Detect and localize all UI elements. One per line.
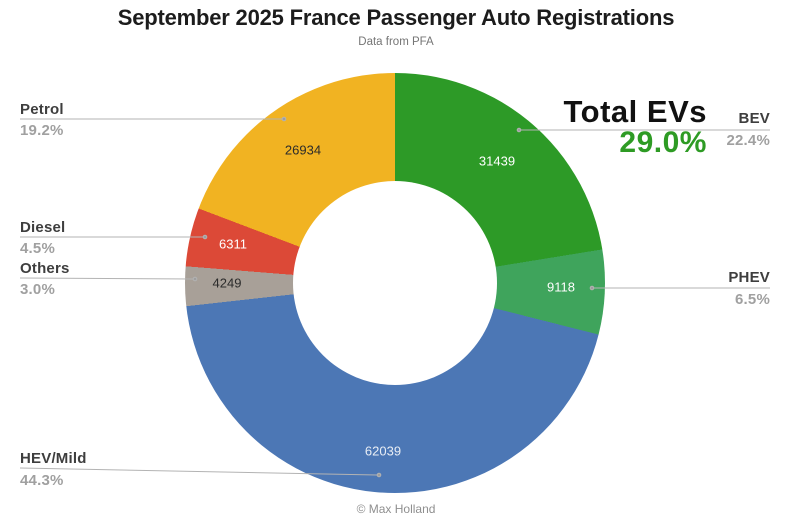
- segment-value-diesel: 6311: [219, 236, 247, 252]
- donut-hole: [293, 181, 497, 385]
- segment-value-bev: 31439: [478, 153, 516, 169]
- segment-value-phev: 9118: [547, 279, 575, 295]
- segment-value-hev-mild: 62039: [364, 443, 402, 459]
- copyright-credit: © Max Holland: [356, 502, 436, 516]
- callout-hev-mild-pct: 44.3%: [20, 472, 64, 489]
- chart-title: September 2025 France Passenger Auto Reg…: [117, 5, 675, 30]
- callout-hev-mild: HEV/Mild 44.3%: [20, 450, 87, 490]
- callout-diesel-label: Diesel: [20, 219, 66, 236]
- callout-hev-mild-label: HEV/Mild: [20, 450, 87, 467]
- callout-phev-pct: 6.5%: [735, 291, 770, 308]
- callout-bev-label: BEV: [738, 110, 770, 127]
- callout-others-pct: 3.0%: [20, 281, 55, 298]
- total-evs-pct: 29.0%: [619, 126, 707, 159]
- callout-bev: BEV 22.4%: [726, 110, 770, 150]
- callout-others: Others 3.0%: [20, 260, 70, 299]
- callout-phev-label: PHEV: [728, 269, 770, 286]
- callout-petrol: Petrol 19.2%: [20, 101, 64, 140]
- total-evs-label: Total EVs: [563, 94, 707, 129]
- callout-diesel: Diesel 4.5%: [20, 219, 65, 258]
- callout-petrol-pct: 19.2%: [20, 122, 64, 139]
- segment-value-others: 4249: [212, 275, 242, 291]
- callout-diesel-pct: 4.5%: [20, 240, 55, 257]
- segment-value-petrol: 26934: [284, 142, 322, 158]
- chart-subtitle: Data from PFA: [358, 36, 434, 48]
- callout-petrol-label: Petrol: [20, 101, 64, 118]
- callout-phev: PHEV 6.5%: [728, 269, 770, 309]
- callout-others-label: Others: [20, 260, 70, 277]
- total-evs-annotation: Total EVs 29.0%: [564, 96, 707, 158]
- callout-bev-pct: 22.4%: [726, 132, 770, 149]
